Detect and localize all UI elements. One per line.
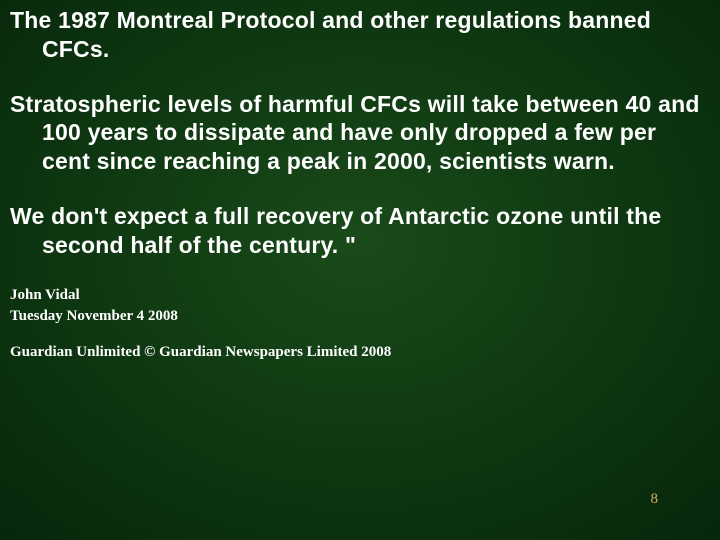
- slide: The 1987 Montreal Protocol and other reg…: [0, 0, 720, 540]
- paragraph-2: Stratospheric levels of harmful CFCs wil…: [10, 90, 710, 176]
- paragraph-3: We don't expect a full recovery of Antar…: [10, 202, 710, 260]
- date-line: Tuesday November 4 2008: [10, 306, 710, 326]
- copyright-line: Guardian Unlimited © Guardian Newspapers…: [10, 344, 710, 361]
- page-number: 8: [651, 491, 659, 508]
- author-line: John Vidal: [10, 285, 710, 305]
- paragraph-1: The 1987 Montreal Protocol and other reg…: [10, 6, 710, 64]
